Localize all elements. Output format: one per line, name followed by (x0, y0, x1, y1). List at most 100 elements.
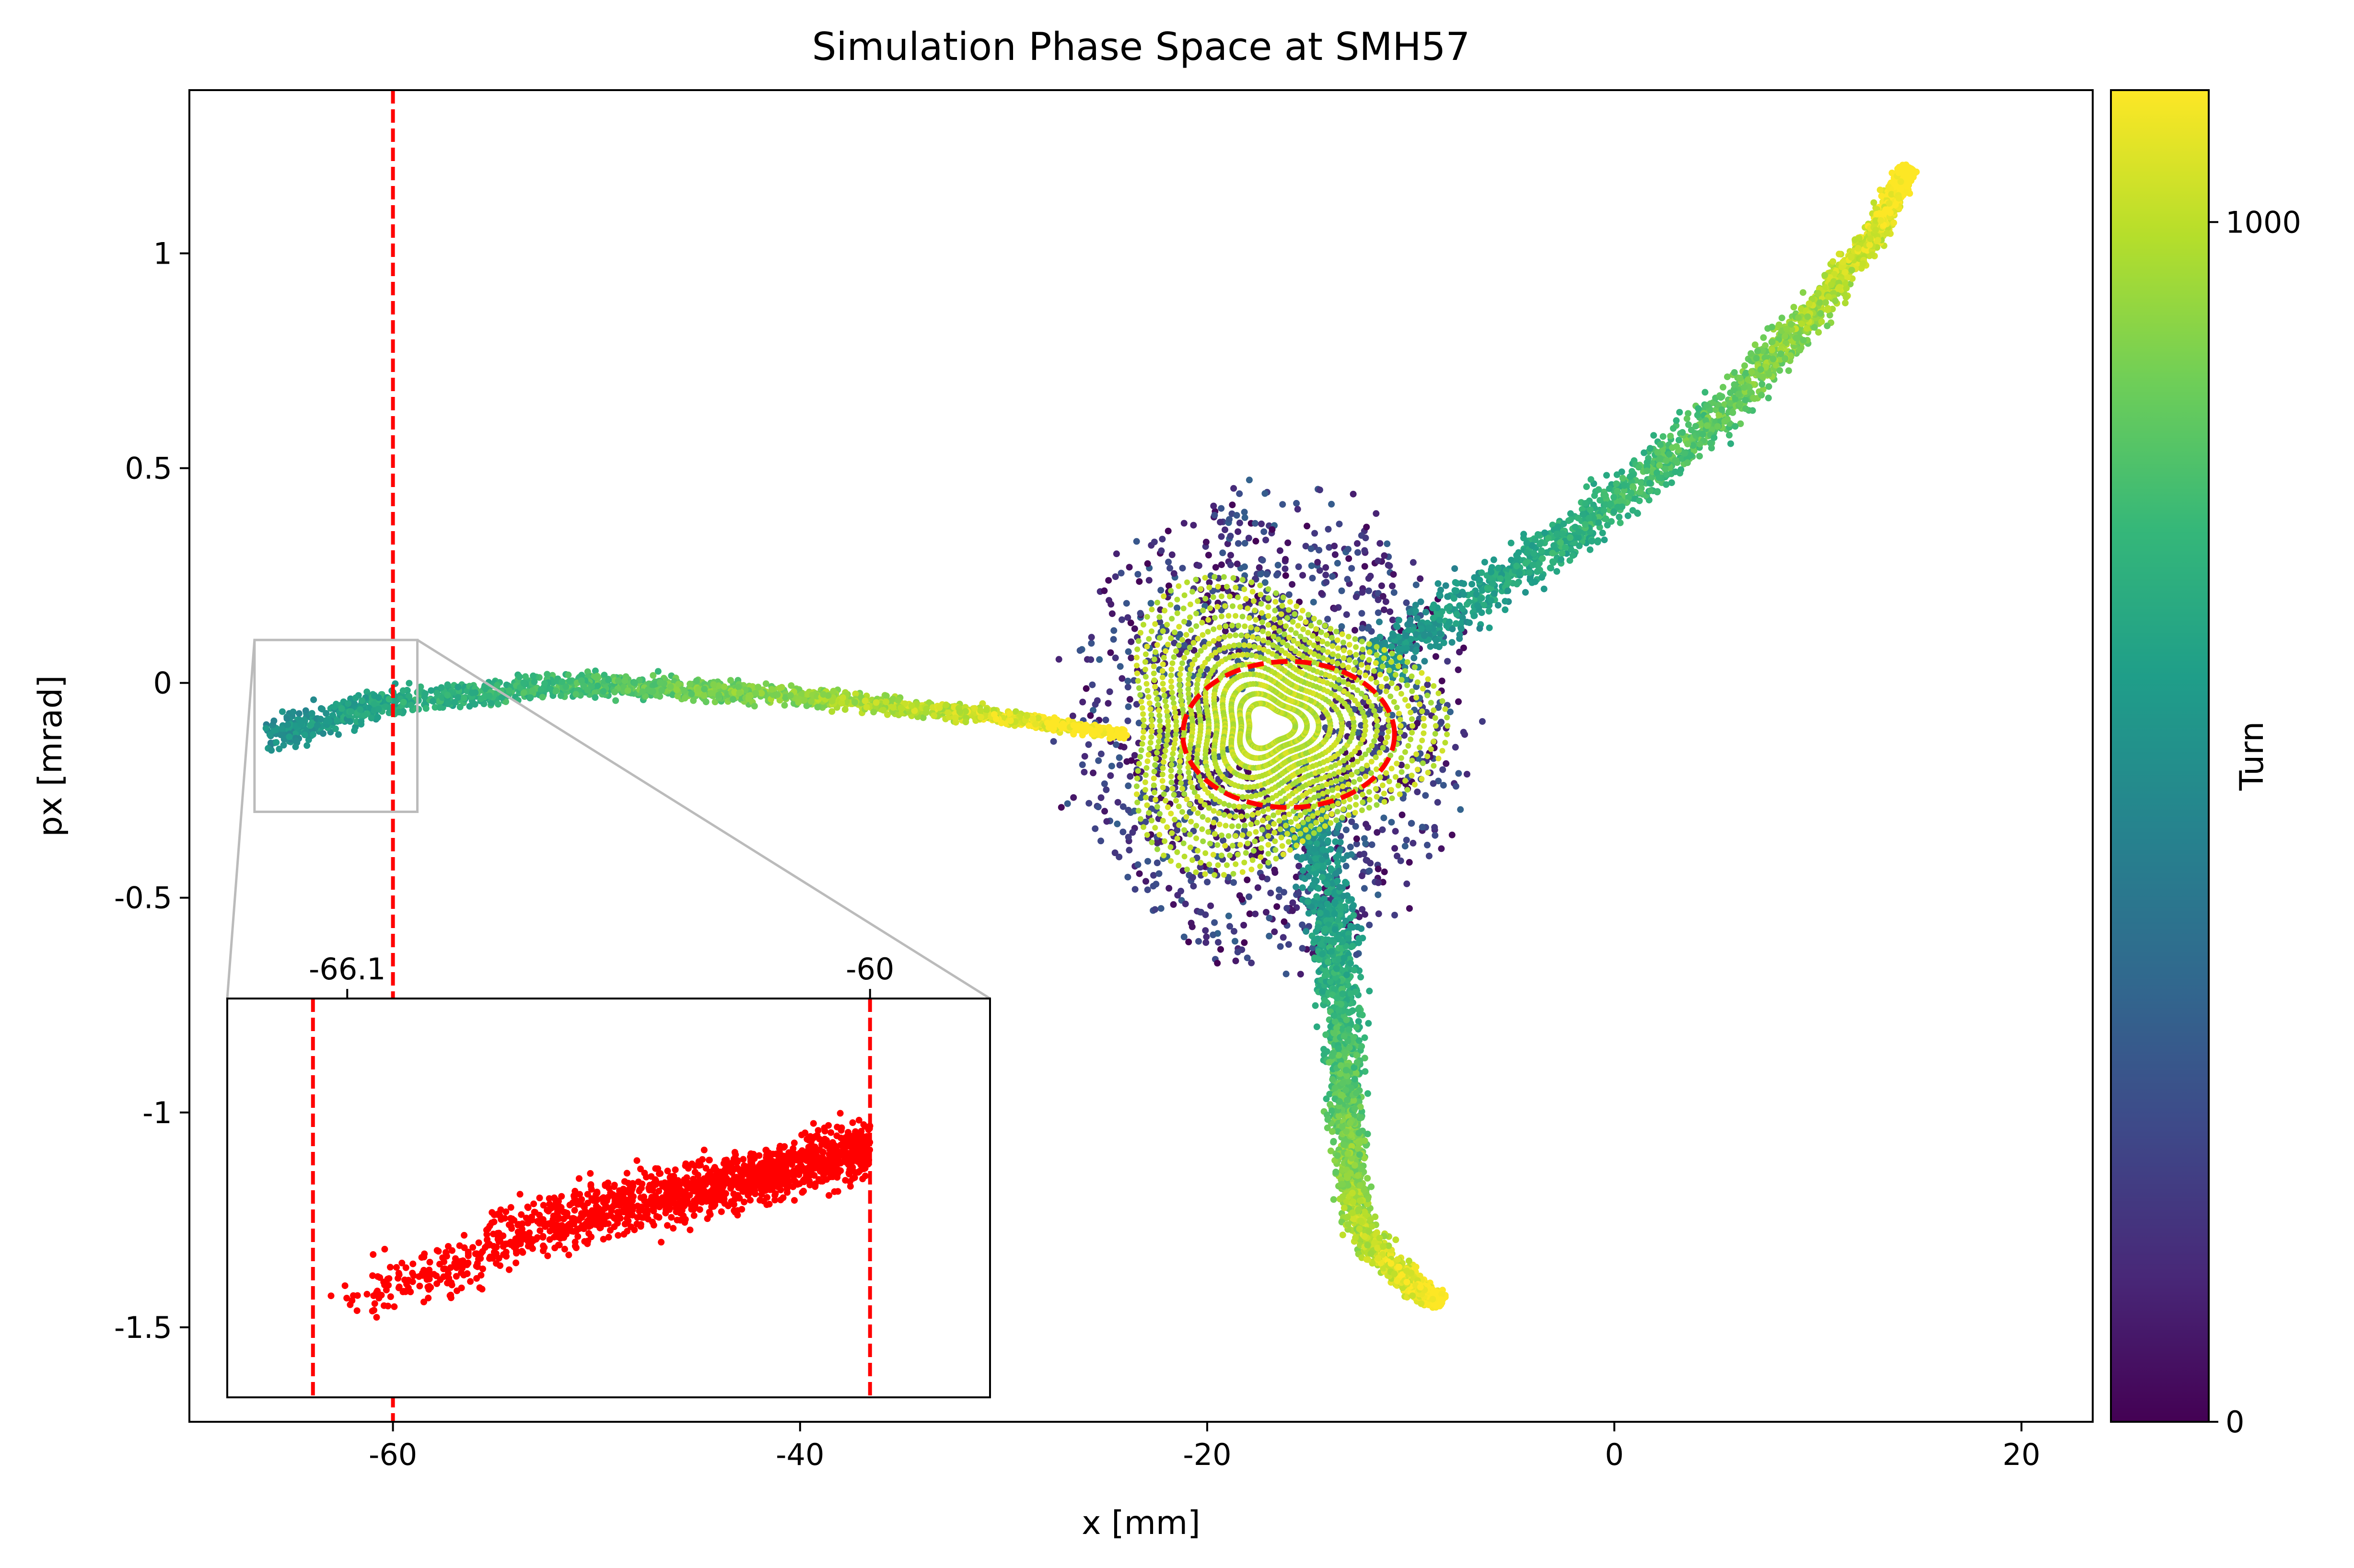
scatter-point (1170, 570, 1177, 577)
scatter-point (1338, 587, 1345, 594)
scatter-point (1060, 720, 1066, 727)
scatter-point (1758, 392, 1765, 399)
scatter-point (1422, 792, 1429, 799)
scatter-point (1236, 519, 1243, 526)
scatter-point (478, 695, 485, 702)
scatter-point (1735, 391, 1742, 398)
scatter-point (1375, 879, 1382, 886)
scatter-point (1476, 625, 1483, 632)
scatter-point (1359, 906, 1366, 913)
scatter-point (621, 677, 629, 685)
scatter-point (1117, 663, 1124, 670)
scatter-point (1119, 731, 1126, 738)
scatter-point (1724, 416, 1731, 423)
scatter-point (1718, 406, 1725, 413)
scatter-point (1641, 449, 1648, 456)
scatter-point (1125, 807, 1132, 813)
scatter-point (1646, 445, 1654, 452)
scatter-point (1089, 681, 1096, 688)
scatter-point (1455, 698, 1462, 705)
scatter-point (1630, 483, 1636, 490)
scatter-point (658, 687, 665, 694)
scatter-point (1379, 593, 1387, 600)
scatter-point (1285, 941, 1292, 948)
scatter-point (1235, 658, 1242, 665)
scatter-point (1195, 562, 1202, 569)
scatter-point (1273, 903, 1281, 910)
scatter-point (962, 719, 969, 725)
scatter-point (1151, 538, 1158, 546)
scatter-point (469, 689, 476, 697)
scatter-point (292, 743, 299, 750)
scatter-point (1440, 639, 1447, 646)
scatter-point (1050, 738, 1057, 745)
scatter-point (1438, 719, 1445, 726)
scatter-point (1388, 711, 1396, 719)
scatter-point (1084, 724, 1091, 732)
scatter-point (1217, 946, 1224, 953)
scatter-point (1446, 709, 1454, 716)
scatter-point (1345, 555, 1352, 562)
scatter-point (1202, 911, 1209, 918)
scatter-point (1424, 841, 1431, 848)
scatter-point (1244, 954, 1251, 962)
scatter-point (1427, 643, 1434, 650)
scatter-point (430, 697, 436, 705)
scatter-point (1352, 823, 1359, 830)
scatter-point (977, 707, 984, 714)
scatter-point (1414, 720, 1421, 727)
scatter-point (1488, 569, 1495, 576)
scatter-point (1124, 614, 1131, 621)
scatter-point (1126, 847, 1133, 854)
scatter-point (649, 688, 656, 695)
scatter-point (516, 673, 523, 680)
scatter-point (1281, 918, 1288, 925)
scatter-point (1217, 519, 1224, 526)
scatter-point (331, 703, 338, 710)
scatter-point (1159, 535, 1166, 543)
scatter-point (890, 704, 897, 711)
scatter-point (1870, 199, 1877, 206)
scatter-point (1204, 879, 1211, 885)
scatter-point (1266, 915, 1273, 922)
scatter-point (1453, 611, 1460, 618)
scatter-point (700, 692, 708, 699)
scatter-point (1507, 539, 1515, 546)
scatter-point (600, 688, 607, 695)
scatter-point (1683, 415, 1690, 422)
scatter-point (1097, 837, 1105, 845)
scatter-point (1778, 314, 1785, 322)
scatter-point (566, 677, 573, 685)
scatter-point (1245, 534, 1252, 542)
scatter-point (1218, 505, 1225, 512)
scatter-point (1363, 523, 1370, 531)
scatter-point (1388, 643, 1395, 650)
scatter-point (1455, 770, 1462, 777)
scatter-point (1224, 540, 1231, 547)
scatter-point (1202, 927, 1209, 934)
scatter-point (1124, 677, 1131, 685)
scatter-point (1271, 928, 1278, 935)
scatter-point (801, 697, 808, 704)
scatter-point (1663, 457, 1670, 465)
scatter-point (1295, 563, 1302, 570)
scatter-point (1106, 688, 1113, 695)
scatter-point (774, 691, 781, 698)
scatter-point (1460, 644, 1467, 651)
scatter-point (1322, 564, 1329, 571)
scatter-point (1376, 540, 1384, 547)
scatter-point (1815, 290, 1822, 297)
scatter-point (1293, 499, 1300, 507)
scatter-point (1336, 521, 1343, 528)
scatter-point (695, 685, 702, 693)
scatter-point (863, 704, 870, 711)
scatter-point (1252, 537, 1259, 545)
scatter-point (1113, 550, 1120, 558)
scatter-point (1155, 870, 1163, 877)
scatter-point (615, 677, 622, 684)
scatter-point (1245, 769, 1252, 776)
scatter-point (1410, 654, 1418, 662)
scatter-point (1354, 540, 1361, 547)
scatter-point (1754, 348, 1761, 355)
scatter-point (1619, 475, 1626, 482)
